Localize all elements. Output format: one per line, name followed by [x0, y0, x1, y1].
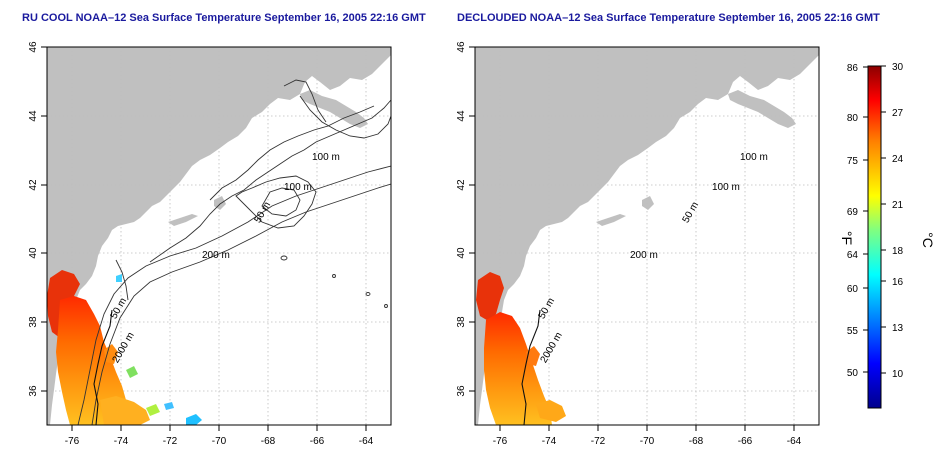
celsius-tick-label: 30: [892, 62, 904, 73]
lon-tick-label: -72: [591, 436, 606, 447]
celsius-tick-label: 16: [892, 277, 904, 288]
lon-tick-label: -64: [359, 436, 374, 447]
map-panel-left: 100 m 100 m 50 m 200 m 50 m 2000 m -76 -…: [28, 41, 392, 447]
lat-tick-label: 44: [28, 110, 39, 122]
coastline-dark: [521, 309, 541, 425]
panel-title-left: RU COOL NOAA–12 Sea Surface Temperature …: [22, 12, 426, 24]
lat-tick-label: 42: [456, 179, 467, 191]
contour-label: 100 m: [712, 182, 740, 193]
colorbar-gradient: [867, 65, 882, 409]
celsius-unit-label: °C: [920, 232, 936, 248]
fahrenheit-tick-label: 50: [847, 368, 859, 379]
lat-tick-label: 40: [456, 247, 467, 259]
colorbar: 30 27 24 21 18 16 13 10 86 80 75 69 64 6…: [839, 62, 936, 409]
lon-tick-labels: -76 -74 -72 -70 -68 -66 -64: [65, 436, 374, 447]
lat-tick-label: 42: [28, 179, 39, 191]
lon-tick-label: -76: [65, 436, 80, 447]
lat-tick-labels: 36 38 40 42 44 46: [28, 41, 39, 397]
axis-ticks: [469, 46, 795, 431]
lon-tick-label: -70: [640, 436, 655, 447]
lon-tick-label: -72: [163, 436, 178, 447]
fahrenheit-tick-label: 64: [847, 250, 859, 261]
colorbar-ticks: [863, 65, 886, 374]
long-island: [596, 214, 626, 226]
celsius-tick-label: 24: [892, 154, 904, 165]
lat-tick-labels: 36 38 40 42 44 46: [456, 41, 467, 397]
lat-tick-label: 40: [28, 247, 39, 259]
celsius-tick-label: 27: [892, 108, 904, 119]
coastline-dark: [93, 309, 113, 425]
fahrenheit-tick-label: 80: [847, 113, 859, 124]
contour-label: 100 m: [284, 182, 312, 193]
lon-tick-labels: -76 -74 -72 -70 -68 -66 -64: [493, 436, 802, 447]
lon-tick-label: -74: [114, 436, 129, 447]
map-panel-right: 100 m 100 m 50 m 200 m 50 m 2000 m -76 -…: [456, 41, 820, 447]
fahrenheit-tick-label: 86: [847, 63, 859, 74]
celsius-tick-label: 13: [892, 323, 904, 334]
land-mass: [47, 47, 391, 425]
celsius-tick-label: 10: [892, 369, 904, 380]
lon-tick-label: -68: [261, 436, 276, 447]
lat-tick-label: 46: [28, 41, 39, 53]
fahrenheit-tick-label: 75: [847, 156, 859, 167]
panel-title-right: DECLOUDED NOAA–12 Sea Surface Temperatur…: [457, 12, 880, 24]
lon-tick-label: -68: [689, 436, 704, 447]
lat-tick-label: 36: [28, 385, 39, 397]
lat-tick-label: 38: [28, 316, 39, 328]
contour-label: 200 m: [630, 250, 658, 261]
lon-tick-label: -66: [738, 436, 753, 447]
long-island: [168, 214, 198, 226]
grid-lines: [475, 47, 819, 425]
sst-field: [476, 272, 566, 425]
contour-label: 100 m: [740, 152, 768, 163]
contour-label: 200 m: [202, 250, 230, 261]
lat-tick-label: 36: [456, 385, 467, 397]
fahrenheit-tick-label: 55: [847, 326, 859, 337]
fahrenheit-tick-label: 69: [847, 207, 859, 218]
cape-cod: [642, 196, 654, 210]
lon-tick-label: -74: [542, 436, 557, 447]
lon-tick-label: -64: [787, 436, 802, 447]
fahrenheit-tick-label: 60: [847, 284, 859, 295]
celsius-tick-label: 21: [892, 200, 904, 211]
lon-tick-label: -70: [212, 436, 227, 447]
contour-label: 100 m: [312, 152, 340, 163]
axis-ticks: [41, 46, 367, 431]
lon-tick-label: -66: [310, 436, 325, 447]
bathymetry-contours: [77, 79, 391, 425]
celsius-tick-labels: 30 27 24 21 18 16 13 10: [892, 62, 904, 380]
lat-tick-label: 44: [456, 110, 467, 122]
lon-tick-label: -76: [493, 436, 508, 447]
lat-tick-label: 38: [456, 316, 467, 328]
lat-tick-label: 46: [456, 41, 467, 53]
celsius-tick-label: 18: [892, 246, 904, 257]
fahrenheit-unit-label: °F: [839, 231, 855, 245]
land-mass: [475, 47, 819, 425]
fahrenheit-tick-labels: 86 80 75 69 64 60 55 50: [847, 63, 859, 379]
